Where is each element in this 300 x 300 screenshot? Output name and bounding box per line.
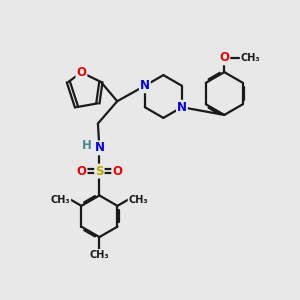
Text: H: H: [82, 139, 92, 152]
Text: S: S: [95, 165, 103, 178]
Text: O: O: [76, 165, 87, 178]
Text: CH₃: CH₃: [128, 195, 148, 205]
Text: O: O: [219, 51, 229, 64]
Text: CH₃: CH₃: [51, 195, 70, 205]
Text: N: N: [94, 141, 104, 154]
Text: N: N: [177, 101, 187, 114]
Text: N: N: [140, 79, 150, 92]
Text: CH₃: CH₃: [90, 250, 109, 260]
Text: O: O: [76, 66, 86, 79]
Text: O: O: [112, 165, 122, 178]
Text: CH₃: CH₃: [241, 53, 260, 63]
